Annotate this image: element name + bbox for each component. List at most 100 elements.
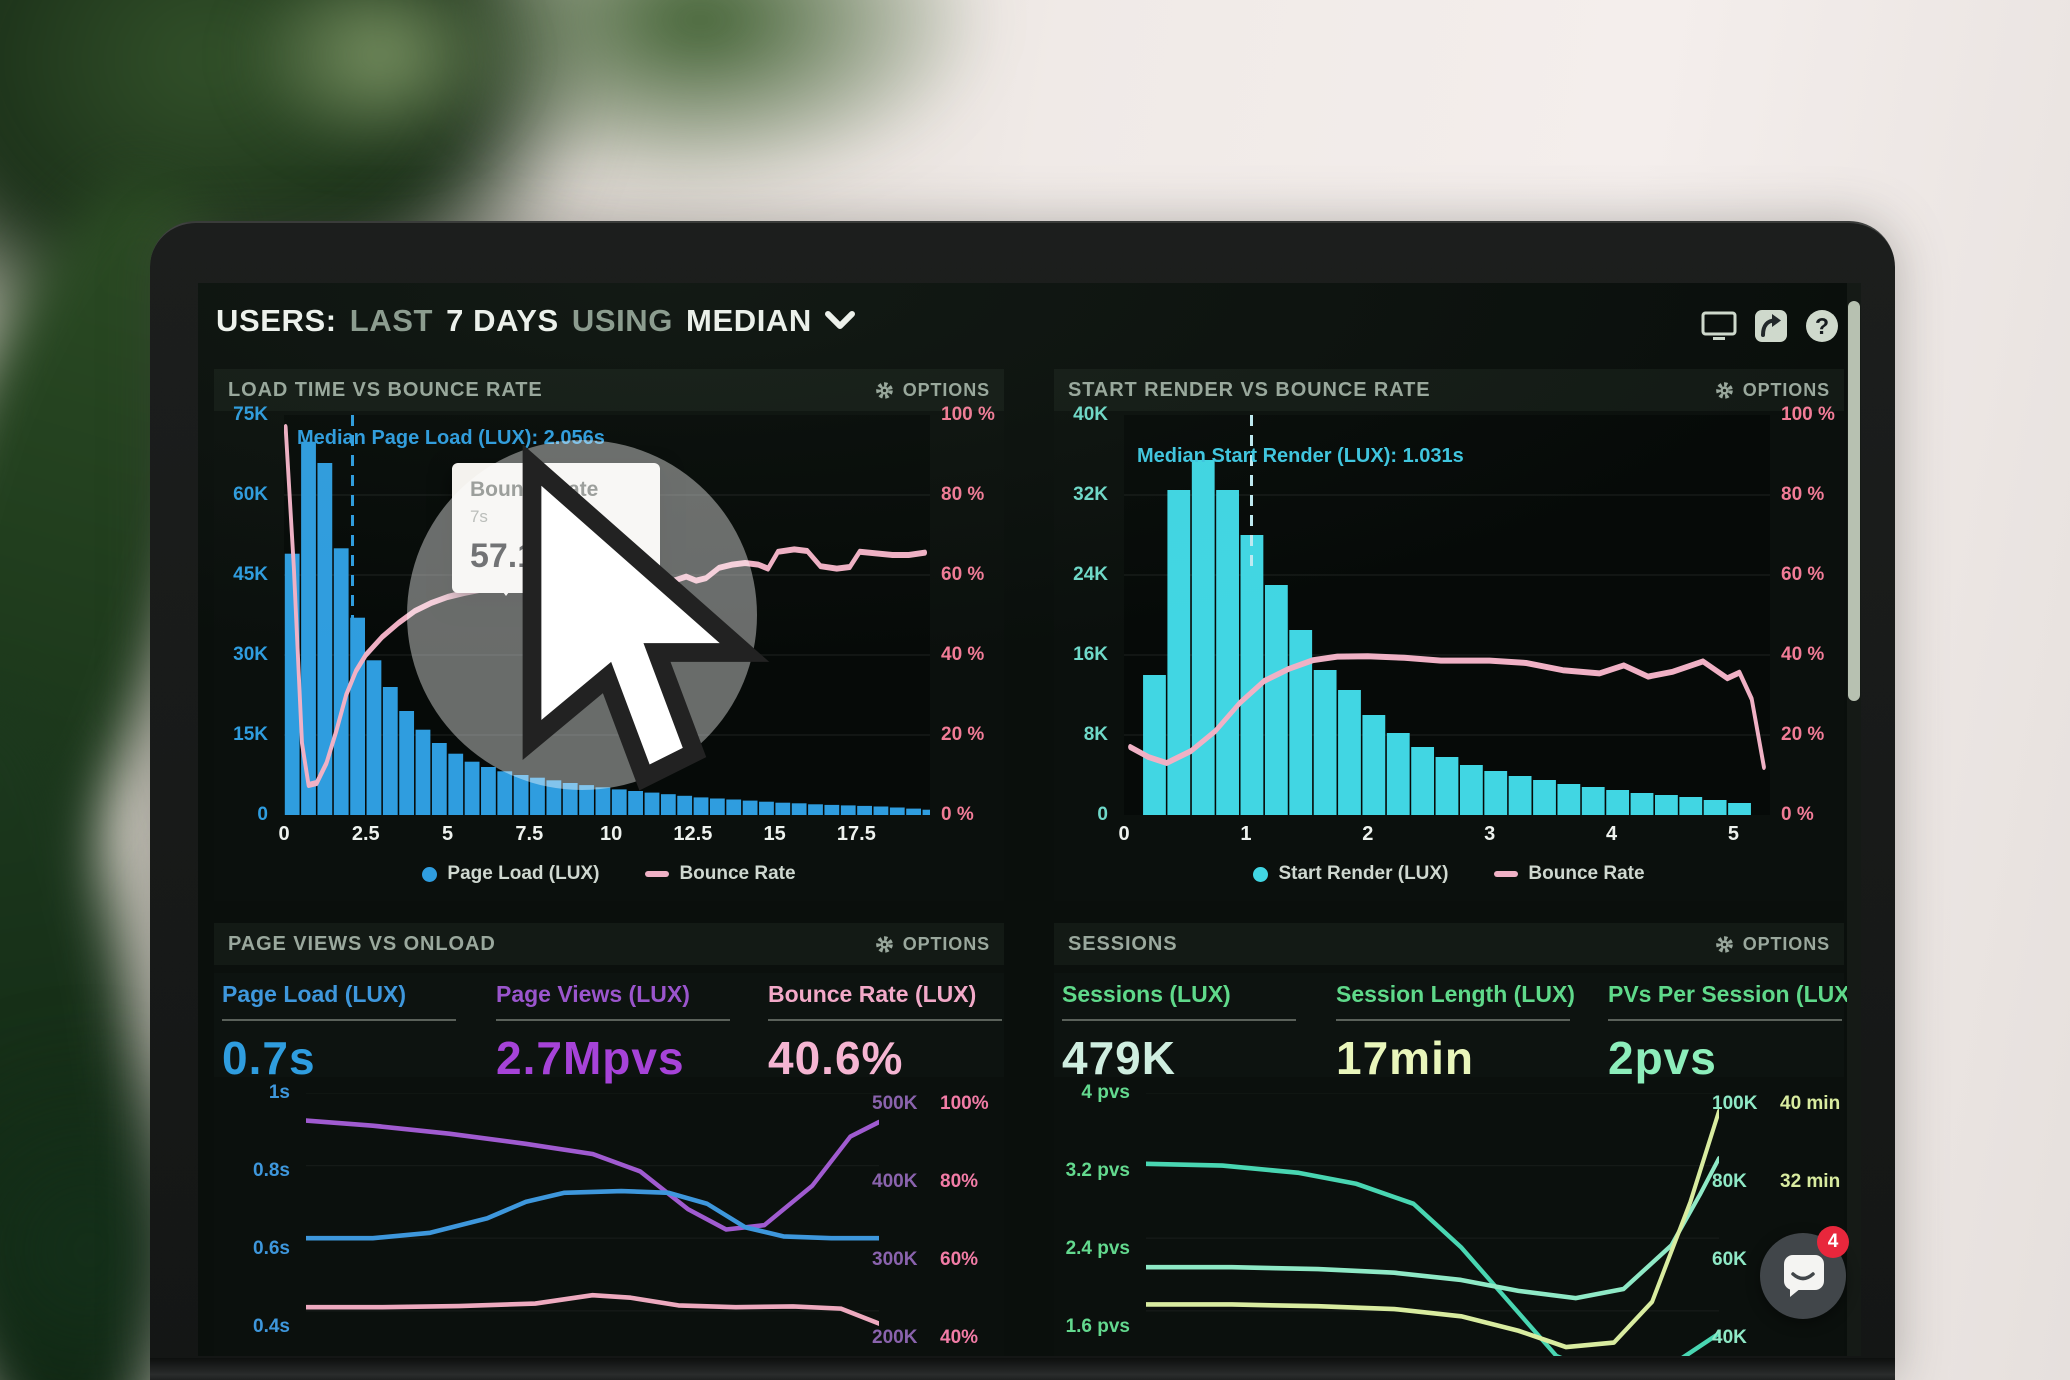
x-axis-tick: 0 — [1118, 823, 1130, 845]
axis-label: 60 % — [1781, 564, 1825, 585]
legend-label: Bounce Rate — [1528, 863, 1645, 884]
chart-plot[interactable] — [1146, 1093, 1719, 1356]
axis-label: 75K — [233, 404, 268, 425]
display-icon[interactable] — [1701, 311, 1737, 341]
metrics-row: Sessions (LUX) 479K Session Length (LUX)… — [1054, 973, 1857, 1084]
gear-icon — [1715, 935, 1733, 953]
options-button[interactable]: OPTIONS — [875, 380, 990, 401]
axis-label: 40 min — [1780, 1093, 1841, 1114]
gear-icon — [1715, 381, 1733, 399]
axis-label: 1.6 pvs — [1065, 1316, 1130, 1337]
axis-label: 400K — [872, 1171, 918, 1192]
panel-load-time-vs-bounce-rate: LOAD TIME VS BOUNCE RATE OPTIONS 75K 60K 4… — [214, 369, 1004, 901]
chart-plot[interactable] — [306, 1093, 879, 1356]
gear-icon — [875, 935, 893, 953]
options-label: OPTIONS — [902, 379, 990, 400]
panel-header: PAGE VIEWS VS ONLOAD OPTIONS — [214, 923, 1004, 965]
legend-item-bounce-rate[interactable]: Bounce Rate — [645, 863, 796, 885]
metrics-row: Page Load (LUX) 0.7s Page Views (LUX) 2.… — [214, 973, 1004, 1084]
axis-label: 300K — [872, 1249, 918, 1270]
metric-label: Bounce Rate (LUX) — [768, 981, 1002, 1021]
x-axis-tick: 1 — [1240, 823, 1252, 845]
dashboard-titlebar: USERS: LAST 7 DAYS USING MEDIAN — [216, 303, 1841, 351]
metric-sessions: Sessions (LUX) 479K — [1062, 981, 1314, 1085]
scrollbar-thumb[interactable] — [1848, 301, 1860, 701]
axis-label: 60K — [1712, 1249, 1747, 1270]
start-render-chart — [1124, 460, 1770, 815]
axis-label: 24K — [1073, 564, 1108, 585]
x-axis-tick: 2.5 — [351, 823, 380, 845]
metric-value: 2.7Mpvs — [496, 1032, 685, 1084]
axis-label: 0 % — [1781, 804, 1814, 825]
panel-page-views-vs-onload: PAGE VIEWS VS ONLOAD OPTIONS Page Load (… — [214, 923, 1004, 1356]
metric-value: 40.6% — [768, 1032, 904, 1084]
axis-label: 80K — [1712, 1171, 1747, 1192]
chart-plot[interactable]: Median Page Load (LUX): 2.056s Bounce Ra… — [284, 415, 930, 815]
x-axis-tick: 0 — [278, 823, 290, 845]
laptop: USERS: LAST 7 DAYS USING MEDIAN — [150, 221, 1895, 1380]
metric-value: 17min — [1336, 1032, 1474, 1084]
users-period-dropdown[interactable]: USERS: LAST 7 DAYS USING MEDIAN — [216, 303, 855, 339]
x-axis-tick: 12.5 — [673, 823, 713, 845]
axis-label: 100 % — [941, 404, 995, 425]
legend-item-start-render[interactable]: Start Render (LUX) — [1253, 863, 1448, 885]
title-users: USERS: — [216, 303, 337, 338]
metric-label: PVs Per Session (LUX) — [1608, 981, 1857, 1021]
axis-label: 200K — [872, 1327, 918, 1348]
axis-label: 0 % — [941, 804, 974, 825]
median-label: Median Start Render (LUX): 1.031s — [1137, 445, 1464, 467]
y-axis-left: 1s 0.8s 0.6s 0.4s — [214, 1082, 298, 1356]
axis-label: 60% — [940, 1249, 979, 1270]
title-days: 7 DAYS — [446, 303, 559, 338]
axis-label: 60 % — [941, 564, 985, 585]
chat-widget-button[interactable]: 4 — [1760, 1226, 1849, 1319]
axis-label: 100 % — [1781, 404, 1835, 425]
x-axis-tick: 5 — [1727, 823, 1739, 845]
options-button[interactable]: OPTIONS — [1715, 934, 1830, 955]
scrollbar-track[interactable] — [1847, 283, 1861, 1356]
metric-label: Page Load (LUX) — [222, 981, 456, 1021]
notification-badge: 4 — [1817, 1226, 1849, 1258]
median-label: Median Page Load (LUX): 2.056s — [297, 427, 605, 449]
metric-label: Page Views (LUX) — [496, 981, 730, 1021]
axis-label: 3.2 pvs — [1065, 1160, 1130, 1181]
chevron-down-icon — [824, 311, 855, 329]
panel-title: START RENDER VS BOUNCE RATE — [1068, 378, 1431, 401]
page-views-chart — [306, 1093, 879, 1326]
chat-bubble-icon — [1784, 1255, 1824, 1297]
sessions-chart — [1146, 1093, 1719, 1356]
options-button[interactable]: OPTIONS — [875, 934, 990, 955]
axis-label: 0.6s — [253, 1238, 290, 1259]
panel-header: LOAD TIME VS BOUNCE RATE OPTIONS — [214, 369, 1004, 411]
legend-item-page-load[interactable]: Page Load (LUX) — [422, 863, 599, 885]
legend-item-bounce-rate[interactable]: Bounce Rate — [1494, 863, 1645, 885]
axis-label: 0 — [1097, 804, 1108, 825]
options-label: OPTIONS — [1742, 379, 1830, 400]
axis-label: 20 % — [1781, 724, 1825, 745]
panel-title: SESSIONS — [1068, 932, 1178, 955]
metric-page-load: Page Load (LUX) 0.7s — [222, 981, 474, 1085]
x-axis-tick: 15 — [763, 823, 786, 845]
options-button[interactable]: OPTIONS — [1715, 380, 1830, 401]
screen: USERS: LAST 7 DAYS USING MEDIAN — [198, 283, 1861, 1356]
legend-line-icon — [1494, 871, 1519, 877]
metric-label: Session Length (LUX) — [1336, 981, 1575, 1021]
x-axis-tick: 10 — [599, 823, 623, 845]
chart-plot[interactable]: Median Start Render (LUX): 1.031s — [1124, 415, 1770, 815]
median-marker — [1249, 415, 1253, 567]
metric-value: 479K — [1062, 1032, 1176, 1084]
axis-label: 15K — [233, 724, 268, 745]
axis-label: 80 % — [941, 484, 985, 505]
metric-label: Sessions (LUX) — [1062, 981, 1296, 1021]
chart-legend: Page Load (LUX) Bounce Rate — [214, 863, 1004, 885]
share-icon[interactable] — [1754, 309, 1788, 343]
axis-label: 60K — [233, 484, 268, 505]
axis-label: 500K — [872, 1093, 918, 1114]
axis-label: 45K — [233, 564, 268, 585]
x-axis-tick: 7.5 — [515, 823, 544, 845]
y-axis-right: 100 % 80 % 60 % 40 % 20 % 0 % — [936, 404, 1004, 825]
axis-label: 40K — [1712, 1327, 1747, 1348]
axis-label: 16K — [1073, 644, 1108, 665]
help-icon[interactable]: ? — [1805, 309, 1839, 343]
